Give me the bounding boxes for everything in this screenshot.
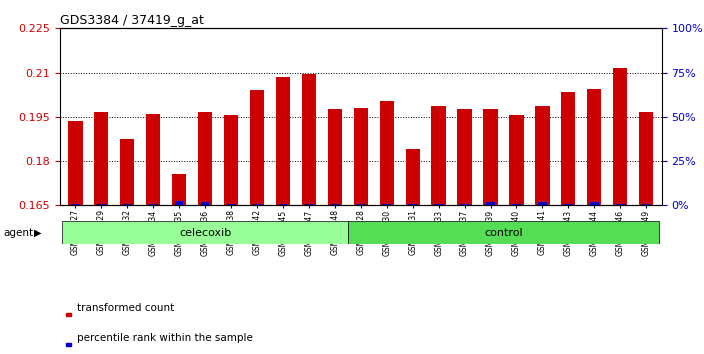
Bar (590, 202, 598, 205)
Text: transformed count: transformed count (77, 303, 175, 313)
Bar (561, 92, 575, 205)
Bar (434, 204, 443, 205)
Text: agent: agent (4, 228, 34, 238)
Bar (279, 204, 287, 205)
Bar (382, 204, 391, 205)
Bar (616, 204, 624, 205)
Text: GDS3384 / 37419_g_at: GDS3384 / 37419_g_at (60, 14, 203, 27)
Bar (250, 90, 264, 205)
Bar (198, 113, 213, 205)
Bar (587, 89, 601, 205)
Bar (613, 68, 627, 205)
Bar (66, 313, 71, 315)
Bar (201, 202, 209, 205)
Bar (460, 204, 469, 205)
Bar (276, 77, 290, 205)
Bar (486, 202, 495, 205)
Bar (71, 204, 80, 205)
Text: celecoxib: celecoxib (179, 228, 231, 238)
Bar (97, 204, 106, 205)
Bar (348, 221, 659, 244)
Bar (642, 204, 650, 205)
Bar (509, 115, 524, 205)
Bar (175, 201, 184, 205)
Bar (68, 121, 82, 205)
Bar (356, 204, 365, 205)
Bar (149, 204, 158, 205)
Text: ▶: ▶ (34, 228, 42, 238)
Bar (432, 107, 446, 205)
Bar (305, 204, 313, 205)
Bar (535, 107, 550, 205)
Bar (458, 109, 472, 205)
Bar (331, 204, 339, 205)
Bar (253, 204, 261, 205)
Bar (484, 109, 498, 205)
Bar (146, 114, 161, 205)
Bar (120, 139, 134, 205)
Text: control: control (484, 228, 523, 238)
Bar (328, 109, 342, 205)
Bar (406, 149, 420, 205)
Bar (172, 175, 187, 205)
Bar (224, 115, 238, 205)
Bar (513, 204, 521, 205)
Bar (227, 204, 235, 205)
Bar (63, 221, 348, 244)
Bar (379, 101, 394, 205)
Bar (538, 202, 547, 205)
Bar (353, 108, 368, 205)
Text: percentile rank within the sample: percentile rank within the sample (77, 333, 253, 343)
Bar (302, 74, 316, 205)
Bar (66, 343, 71, 346)
Bar (123, 204, 132, 205)
Bar (94, 113, 108, 205)
Bar (408, 204, 417, 205)
Bar (564, 204, 572, 205)
Bar (639, 113, 653, 205)
